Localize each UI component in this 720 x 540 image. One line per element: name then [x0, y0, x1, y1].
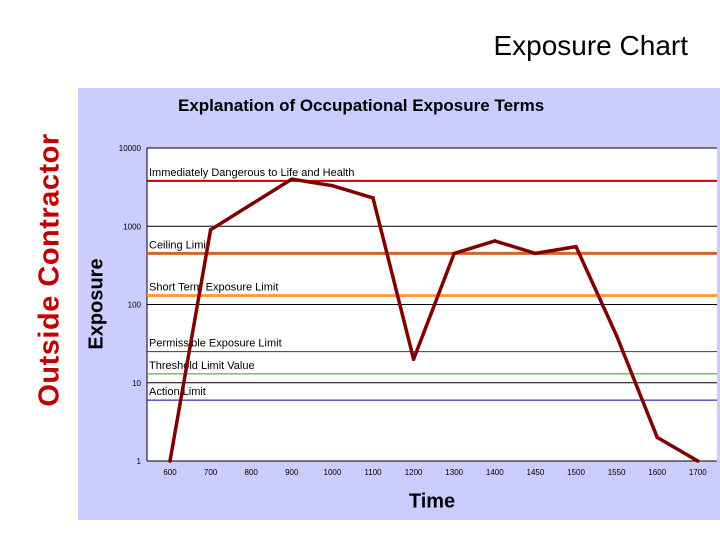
- y-tick-label-2: 100: [128, 301, 142, 310]
- x-tick-label-8: 1400: [486, 468, 504, 477]
- slide-title: Exposure Chart: [493, 30, 688, 61]
- y-tick-label-4: 10000: [119, 144, 142, 153]
- chart-title: Explanation of Occupational Exposure Ter…: [178, 96, 545, 115]
- data-point-0-5: [371, 196, 375, 200]
- data-point-0-8: [493, 239, 497, 243]
- data-point-0-2: [249, 202, 253, 207]
- x-tick-label-5: 1100: [364, 468, 382, 477]
- series-layer: [168, 177, 700, 463]
- x-tick-label-6: 1200: [405, 468, 423, 477]
- x-tick-label-13: 1700: [689, 468, 707, 477]
- reference-label-3: Permissible Exposure Limit: [149, 338, 282, 350]
- x-tick-label-7: 1300: [445, 468, 463, 477]
- reference-label-5: Action Limit: [149, 386, 206, 398]
- y-tick-label-0: 1: [137, 457, 142, 466]
- data-point-0-7: [452, 251, 457, 256]
- x-tick-label-9: 1450: [527, 468, 545, 477]
- data-point-0-1: [208, 228, 213, 232]
- x-tick-label-0: 600: [163, 468, 177, 477]
- data-point-0-6: [411, 357, 416, 361]
- y-tick-labels: 1 10 100 1000 10000: [119, 144, 142, 466]
- x-tick-label-11: 1550: [608, 468, 626, 477]
- reference-lines: Immediately Dangerous to Life and Health…: [147, 167, 717, 401]
- x-tick-label-3: 900: [285, 468, 299, 477]
- x-tick-label-2: 800: [245, 468, 259, 477]
- x-tick-labels: 600 700 800 900 1000 1100 1200 1300 1400 1450 1500…: [163, 468, 707, 477]
- series-line-0: [168, 177, 699, 463]
- data-point-0-10: [574, 244, 578, 249]
- data-point-0-11: [614, 333, 619, 338]
- reference-label-2: Short Term Exposure Limit: [149, 282, 278, 294]
- data-point-0-4: [330, 183, 335, 188]
- x-tick-label-4: 1000: [324, 468, 342, 477]
- data-point-0-9: [533, 251, 538, 256]
- y-tick-label-3: 1000: [123, 222, 141, 231]
- reference-label-1: Ceiling Limit: [149, 239, 209, 251]
- x-tick-label-1: 700: [204, 468, 218, 477]
- y-tick-label-1: 10: [132, 379, 141, 388]
- data-point-0-12: [655, 435, 659, 440]
- data-point-0-3: [290, 177, 294, 181]
- x-axis-title: Time: [408, 490, 456, 513]
- x-tick-label-10: 1500: [567, 468, 585, 477]
- y-axis-title: Exposure: [85, 258, 108, 350]
- data-point-0-13: [696, 459, 700, 463]
- x-tick-label-12: 1600: [648, 468, 666, 477]
- reference-label-4: Threshold Limit Value: [149, 360, 255, 372]
- data-point-0-0: [168, 459, 172, 463]
- reference-label-0: Immediately Dangerous to Life and Health: [149, 167, 354, 179]
- grid-layer: [146, 147, 717, 462]
